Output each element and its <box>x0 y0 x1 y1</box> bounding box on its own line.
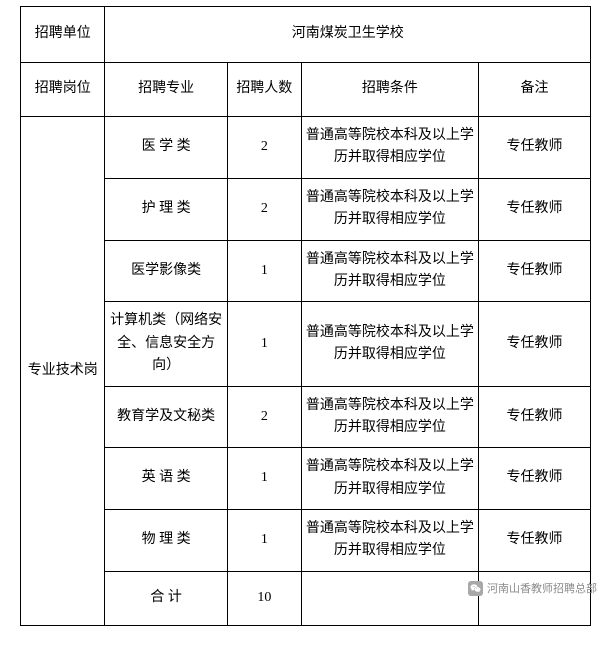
post-label-cell: 招聘岗位 <box>21 63 105 117</box>
note-label-cell: 备注 <box>479 63 591 117</box>
note-cell: 专任教师 <box>479 510 591 572</box>
table-row: 计算机类（网络安全、信息安全方向） 1 普通高等院校本科及以上学历并取得相应学位… <box>21 302 591 386</box>
major-cell: 医学影像类 <box>105 240 227 302</box>
condition-cell: 普通高等院校本科及以上学历并取得相应学位 <box>301 117 478 179</box>
table-subheader-row: 招聘岗位 招聘专业 招聘人数 招聘条件 备注 <box>21 63 591 117</box>
condition-cell: 普通高等院校本科及以上学历并取得相应学位 <box>301 302 478 386</box>
recruitment-table: 招聘单位 河南煤炭卫生学校 招聘岗位 招聘专业 招聘人数 招聘条件 备注 专业技… <box>20 6 591 626</box>
total-label-cell: 合 计 <box>105 571 227 625</box>
table-row: 护 理 类 2 普通高等院校本科及以上学历并取得相应学位 专任教师 <box>21 178 591 240</box>
count-cell: 1 <box>227 302 301 386</box>
wechat-icon <box>468 581 483 596</box>
total-condition-cell <box>301 571 478 625</box>
condition-cell: 普通高等院校本科及以上学历并取得相应学位 <box>301 448 478 510</box>
count-cell: 2 <box>227 117 301 179</box>
table-row: 医学影像类 1 普通高等院校本科及以上学历并取得相应学位 专任教师 <box>21 240 591 302</box>
condition-label-cell: 招聘条件 <box>301 63 478 117</box>
table-row: 英 语 类 1 普通高等院校本科及以上学历并取得相应学位 专任教师 <box>21 448 591 510</box>
major-cell: 计算机类（网络安全、信息安全方向） <box>105 302 227 386</box>
major-label-cell: 招聘专业 <box>105 63 227 117</box>
recruitment-table-container: 招聘单位 河南煤炭卫生学校 招聘岗位 招聘专业 招聘人数 招聘条件 备注 专业技… <box>0 0 611 666</box>
major-cell: 物 理 类 <box>105 510 227 572</box>
table-row: 专业技术岗 医 学 类 2 普通高等院校本科及以上学历并取得相应学位 专任教师 <box>21 117 591 179</box>
condition-cell: 普通高等院校本科及以上学历并取得相应学位 <box>301 240 478 302</box>
total-count-cell: 10 <box>227 571 301 625</box>
condition-cell: 普通高等院校本科及以上学历并取得相应学位 <box>301 386 478 448</box>
note-cell: 专任教师 <box>479 302 591 386</box>
major-cell: 教育学及文秘类 <box>105 386 227 448</box>
count-cell: 2 <box>227 386 301 448</box>
count-cell: 2 <box>227 178 301 240</box>
wechat-watermark: 河南山香教师招聘总部 <box>468 580 597 596</box>
major-cell: 护 理 类 <box>105 178 227 240</box>
major-cell: 医 学 类 <box>105 117 227 179</box>
note-cell: 专任教师 <box>479 448 591 510</box>
note-cell: 专任教师 <box>479 386 591 448</box>
table-row: 物 理 类 1 普通高等院校本科及以上学历并取得相应学位 专任教师 <box>21 510 591 572</box>
note-cell: 专任教师 <box>479 117 591 179</box>
note-cell: 专任教师 <box>479 178 591 240</box>
post-category-cell: 专业技术岗 <box>21 117 105 626</box>
unit-name-cell: 河南煤炭卫生学校 <box>105 7 591 63</box>
count-label-cell: 招聘人数 <box>227 63 301 117</box>
condition-cell: 普通高等院校本科及以上学历并取得相应学位 <box>301 178 478 240</box>
count-cell: 1 <box>227 240 301 302</box>
table-header-row: 招聘单位 河南煤炭卫生学校 <box>21 7 591 63</box>
unit-label-cell: 招聘单位 <box>21 7 105 63</box>
count-cell: 1 <box>227 448 301 510</box>
condition-cell: 普通高等院校本科及以上学历并取得相应学位 <box>301 510 478 572</box>
watermark-text: 河南山香教师招聘总部 <box>487 580 597 596</box>
note-cell: 专任教师 <box>479 240 591 302</box>
count-cell: 1 <box>227 510 301 572</box>
table-row: 教育学及文秘类 2 普通高等院校本科及以上学历并取得相应学位 专任教师 <box>21 386 591 448</box>
major-cell: 英 语 类 <box>105 448 227 510</box>
